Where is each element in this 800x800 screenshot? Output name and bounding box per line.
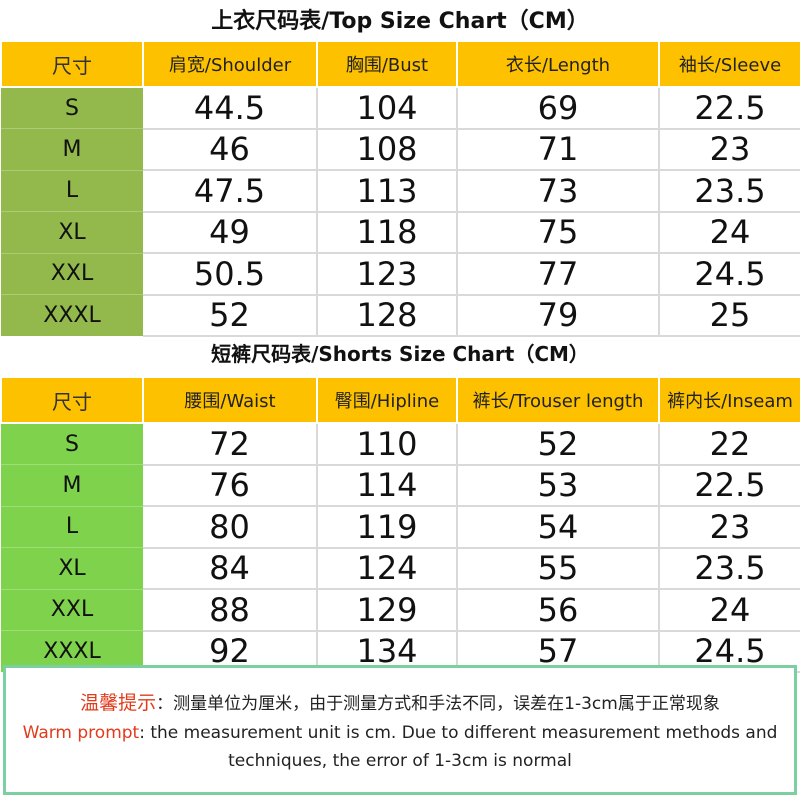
- measurement-cell: 71: [457, 128, 660, 171]
- table-row: M 46 108 71 23: [1, 128, 800, 171]
- size-label: XL: [1, 211, 143, 254]
- size-label: S: [1, 423, 143, 465]
- measurement-cell: 24: [659, 211, 800, 254]
- table-row: L 47.5 113 73 23.5: [1, 170, 800, 213]
- measurement-cell: 76: [143, 464, 318, 507]
- table-row: S 44.5 104 69 22.5: [1, 87, 800, 130]
- measurement-cell: 113: [317, 170, 458, 213]
- table-row: XXL 50.5 123 77 24.5: [1, 253, 800, 296]
- measurement-cell: 75: [457, 211, 660, 254]
- measurement-cell: 80: [143, 506, 318, 549]
- shorts-chart-title: 短裤尺码表/Shorts Size Chart（CM）: [211, 342, 589, 366]
- column-header: 袖长/Sleeve: [658, 40, 800, 88]
- shorts-size-table: 尺寸 腰围/Waist 臀围/Hipline 裤长/Trouser length 裤内长…: [0, 376, 800, 673]
- size-column-header: 尺寸: [0, 376, 144, 424]
- size-label: XXL: [1, 253, 143, 295]
- measurement-cell: 23: [659, 128, 800, 171]
- measurement-cell: 22: [659, 423, 800, 466]
- measurement-cell: 110: [317, 423, 458, 466]
- column-header: 裤长/Trouser length: [456, 376, 660, 424]
- measurement-cell: 22.5: [659, 464, 800, 507]
- column-header: 衣长/Length: [456, 40, 660, 88]
- warm-prompt-cn-text: ：测量单位为厘米，由于测量方式和手法不同，误差在1-3cm属于正常现象: [156, 694, 720, 714]
- column-header: 裤内长/Inseam: [658, 376, 800, 424]
- size-label: M: [1, 128, 143, 171]
- measurement-cell: 22.5: [659, 87, 800, 130]
- measurement-cell: 23: [659, 506, 800, 549]
- warm-prompt-cn: 温馨提示：测量单位为厘米，由于测量方式和手法不同，误差在1-3cm属于正常现象: [6, 688, 794, 719]
- measurement-cell: 24: [659, 589, 800, 632]
- column-header: 肩宽/Shoulder: [142, 40, 318, 88]
- top-chart-title: 上衣尺码表/Top Size Chart（CM）: [211, 9, 589, 34]
- warm-prompt-en: Warm prompt: the measurement unit is cm.…: [6, 719, 794, 775]
- measurement-cell: 54: [457, 506, 660, 549]
- measurement-cell: 44.5: [143, 87, 318, 130]
- table-row: L 80 119 54 23: [1, 506, 800, 549]
- measurement-cell: 88: [143, 589, 318, 632]
- header-row: 尺寸 腰围/Waist 臀围/Hipline 裤长/Trouser length 裤内长…: [0, 376, 800, 424]
- measurement-cell: 55: [457, 547, 660, 590]
- measurement-cell: 84: [143, 547, 318, 590]
- column-header: 胸围/Bust: [316, 40, 458, 88]
- top-table-body: 尺寸 肩宽/Shoulder 胸围/Bust 衣长/Length 袖长/Sleeve S 4…: [0, 40, 800, 337]
- measurement-cell: 72: [143, 423, 318, 466]
- table-row: XXL 88 129 56 24: [1, 589, 800, 632]
- measurement-cell: 53: [457, 464, 660, 507]
- measurement-cell: 128: [317, 294, 458, 337]
- column-header: 腰围/Waist: [142, 376, 318, 424]
- measurement-cell: 24.5: [659, 253, 800, 296]
- warm-prompt-en-text: : the measurement unit is cm. Due to dif…: [139, 723, 778, 771]
- size-label: S: [1, 87, 143, 129]
- measurement-cell: 77: [457, 253, 660, 296]
- table-row: XL 49 118 75 24: [1, 211, 800, 254]
- warm-prompt-box: 温馨提示：测量单位为厘米，由于测量方式和手法不同，误差在1-3cm属于正常现象 …: [3, 665, 797, 795]
- measurement-cell: 129: [317, 589, 458, 632]
- top-size-table: 尺寸 肩宽/Shoulder 胸围/Bust 衣长/Length 袖长/Sleeve S 4…: [0, 40, 800, 337]
- measurement-cell: 56: [457, 589, 660, 632]
- size-column-header: 尺寸: [0, 40, 144, 88]
- size-label: M: [1, 464, 143, 507]
- size-label: L: [1, 170, 143, 212]
- table-row: XL 84 124 55 23.5: [1, 547, 800, 590]
- measurement-cell: 52: [143, 294, 318, 337]
- table-row: S 72 110 52 22: [1, 423, 800, 466]
- measurement-cell: 79: [457, 294, 660, 337]
- warm-prompt-cn-label: 温馨提示: [80, 692, 157, 714]
- size-label: XL: [1, 547, 143, 590]
- measurement-cell: 47.5: [143, 170, 318, 213]
- size-label: L: [1, 506, 143, 548]
- measurement-cell: 52: [457, 423, 660, 466]
- shorts-table-body: 尺寸 腰围/Waist 臀围/Hipline 裤长/Trouser length 裤内长…: [0, 376, 800, 673]
- measurement-cell: 124: [317, 547, 458, 590]
- measurement-cell: 104: [317, 87, 458, 130]
- measurement-cell: 119: [317, 506, 458, 549]
- header-row: 尺寸 肩宽/Shoulder 胸围/Bust 衣长/Length 袖长/Sleeve: [0, 40, 800, 88]
- measurement-cell: 118: [317, 211, 458, 254]
- measurement-cell: 114: [317, 464, 458, 507]
- measurement-cell: 73: [457, 170, 660, 213]
- measurement-cell: 49: [143, 211, 318, 254]
- measurement-cell: 69: [457, 87, 660, 130]
- measurement-cell: 50.5: [143, 253, 318, 296]
- measurement-cell: 23.5: [659, 170, 800, 213]
- column-header: 臀围/Hipline: [316, 376, 458, 424]
- measurement-cell: 108: [317, 128, 458, 171]
- warm-prompt-en-label: Warm prompt: [22, 723, 140, 743]
- size-label: XXL: [1, 589, 143, 631]
- measurement-cell: 46: [143, 128, 318, 171]
- measurement-cell: 23.5: [659, 547, 800, 590]
- table-row: M 76 114 53 22.5: [1, 464, 800, 507]
- size-label: XXXL: [1, 294, 143, 337]
- measurement-cell: 123: [317, 253, 458, 296]
- table-row: XXXL 52 128 79 25: [1, 294, 800, 337]
- measurement-cell: 25: [659, 294, 800, 337]
